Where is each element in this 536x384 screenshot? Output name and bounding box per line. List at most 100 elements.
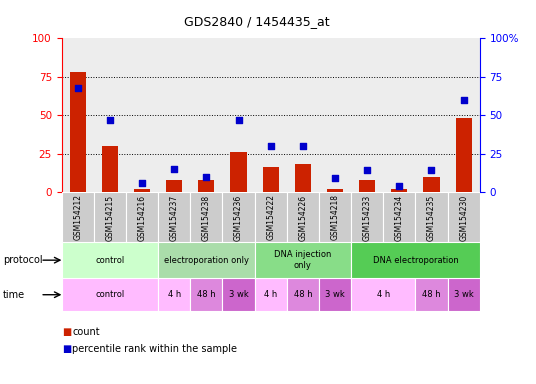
Bar [158, 192, 190, 242]
Bar [222, 278, 255, 311]
Bar [263, 167, 279, 192]
Bar [351, 192, 383, 242]
Text: ■: ■ [62, 327, 71, 337]
Text: GSM154215: GSM154215 [106, 195, 114, 241]
Point [459, 97, 468, 103]
Text: DNA injection
only: DNA injection only [274, 250, 332, 270]
Bar [383, 38, 415, 192]
Bar [198, 180, 214, 192]
Text: control: control [95, 256, 124, 265]
Text: 4 h: 4 h [264, 290, 277, 299]
Bar [255, 192, 287, 242]
Text: count: count [72, 327, 100, 337]
Bar [70, 72, 86, 192]
Text: 4 h: 4 h [168, 290, 181, 299]
Text: 4 h: 4 h [377, 290, 390, 299]
Text: GSM154235: GSM154235 [427, 195, 436, 241]
Text: 48 h: 48 h [294, 290, 312, 299]
Text: GSM154237: GSM154237 [170, 195, 178, 241]
Bar [415, 192, 448, 242]
Bar [166, 180, 182, 192]
Bar [423, 177, 440, 192]
Bar [415, 38, 448, 192]
Text: 3 wk: 3 wk [325, 290, 345, 299]
Text: DNA electroporation: DNA electroporation [373, 256, 458, 265]
Bar [62, 38, 94, 192]
Bar [158, 242, 255, 278]
Bar [351, 242, 480, 278]
Text: control: control [95, 290, 124, 299]
Text: time: time [3, 290, 25, 300]
Text: 3 wk: 3 wk [454, 290, 473, 299]
Bar [62, 278, 158, 311]
Bar [255, 278, 287, 311]
Bar [287, 38, 319, 192]
Point [427, 167, 436, 174]
Bar [134, 189, 150, 192]
Bar [287, 192, 319, 242]
Bar [351, 278, 415, 311]
Bar [287, 278, 319, 311]
Bar [319, 38, 351, 192]
Point [73, 84, 82, 91]
Bar [62, 192, 94, 242]
Bar [102, 146, 118, 192]
Point [202, 174, 211, 180]
Bar [94, 38, 126, 192]
Bar [190, 38, 222, 192]
Bar [391, 189, 407, 192]
Bar [448, 192, 480, 242]
Bar [126, 38, 158, 192]
Bar [448, 278, 480, 311]
Text: GSM154236: GSM154236 [234, 195, 243, 241]
Point [395, 183, 404, 189]
Text: 3 wk: 3 wk [229, 290, 248, 299]
Text: GSM154216: GSM154216 [138, 195, 146, 241]
Bar [415, 278, 448, 311]
Bar [158, 38, 190, 192]
Bar [448, 38, 480, 192]
Text: GSM154222: GSM154222 [266, 195, 275, 240]
Text: GSM154238: GSM154238 [202, 195, 211, 241]
Text: GDS2840 / 1454435_at: GDS2840 / 1454435_at [184, 15, 330, 28]
Bar [295, 164, 311, 192]
Point [138, 180, 146, 186]
Bar [456, 118, 472, 192]
Bar [62, 242, 158, 278]
Bar [255, 242, 351, 278]
Point [266, 143, 275, 149]
Bar [126, 192, 158, 242]
Text: GSM154212: GSM154212 [73, 195, 82, 240]
Bar [158, 278, 190, 311]
Point [299, 143, 307, 149]
Bar [319, 192, 351, 242]
Text: ■: ■ [62, 344, 71, 354]
Point [106, 117, 114, 123]
Bar [383, 192, 415, 242]
Text: 48 h: 48 h [422, 290, 441, 299]
Bar [222, 38, 255, 192]
Text: electroporation only: electroporation only [164, 256, 249, 265]
Point [363, 167, 371, 174]
Text: GSM154218: GSM154218 [331, 195, 339, 240]
Bar [94, 192, 126, 242]
Point [331, 175, 339, 181]
Text: protocol: protocol [3, 255, 42, 265]
Bar [351, 38, 383, 192]
Bar [319, 278, 351, 311]
Bar [222, 192, 255, 242]
Point [170, 166, 178, 172]
Text: GSM154226: GSM154226 [299, 195, 307, 241]
Bar [230, 152, 247, 192]
Bar [255, 38, 287, 192]
Text: GSM154233: GSM154233 [363, 195, 371, 241]
Bar [190, 278, 222, 311]
Text: GSM154234: GSM154234 [395, 195, 404, 241]
Bar [190, 192, 222, 242]
Point [234, 117, 243, 123]
Text: 48 h: 48 h [197, 290, 215, 299]
Bar [327, 189, 343, 192]
Text: GSM154230: GSM154230 [459, 195, 468, 241]
Bar [359, 180, 375, 192]
Text: percentile rank within the sample: percentile rank within the sample [72, 344, 237, 354]
